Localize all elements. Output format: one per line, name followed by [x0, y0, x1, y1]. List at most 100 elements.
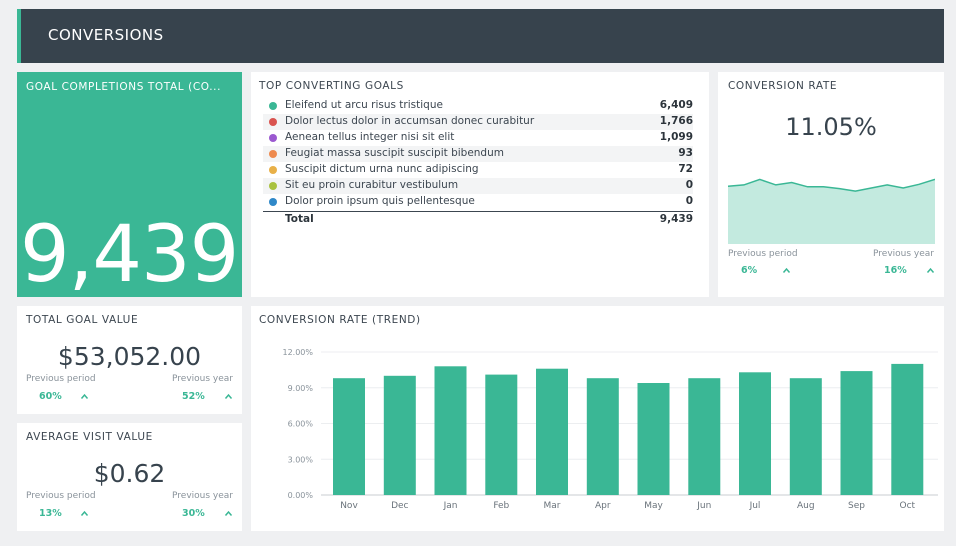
previous-year-pct: 30% — [182, 508, 205, 519]
previous-year-label: Previous year — [873, 249, 934, 259]
goal-row: Feugiat massa suscipit suscipit bibendum… — [263, 146, 693, 162]
bar-aug[interactable] — [789, 378, 822, 495]
goal-value: 0 — [685, 195, 693, 207]
total-goal-value-title: TOTAL GOAL VALUE — [26, 314, 139, 326]
top-goals-title: TOP CONVERTING GOALS — [259, 80, 404, 92]
average-visit-value-amount: $0.62 — [93, 459, 166, 488]
y-tick-label: 6.00% — [288, 420, 314, 429]
goal-value: 1,766 — [659, 115, 693, 127]
previous-year-label: Previous year — [172, 374, 233, 384]
goal-completions-value: 9,439 — [20, 210, 239, 297]
previous-period-label: Previous period — [26, 374, 96, 384]
bar-dec[interactable] — [383, 375, 416, 495]
goal-value: 0 — [685, 179, 693, 191]
bar-jun[interactable] — [688, 378, 721, 495]
goal-row: Eleifend ut arcu risus tristique 6,409 — [263, 98, 693, 114]
goal-row: Dolor lectus dolor in accumsan donec cur… — [263, 114, 693, 130]
trend-bar-chart: 0.00% 3.00% 6.00% 9.00% 12.00% Nov Dec Jan Feb Ma… — [282, 348, 938, 511]
arrow-up-icon — [926, 267, 935, 273]
goal-value: 93 — [678, 147, 693, 159]
sparkline-line — [728, 178, 935, 192]
x-tick-label: Mar — [544, 501, 561, 511]
total-goal-value-card: TOTAL GOAL VALUE $53,052.00 Previous per… — [17, 306, 242, 414]
previous-period-pct: 60% — [39, 391, 62, 402]
conversion-rate-trend-card: CONVERSION RATE (TREND) 0.00% 3.00% 6.00% 9… — [251, 306, 944, 531]
goal-row: Dolor proin ipsum quis pellentesque 0 — [263, 194, 693, 210]
x-tick-label: Apr — [595, 501, 611, 511]
x-tick-label: May — [644, 501, 663, 511]
previous-period-pct: 13% — [39, 508, 62, 519]
goal-label: Suscipit dictum urna nunc adipiscing — [285, 163, 479, 175]
previous-period-label: Previous period — [26, 491, 96, 501]
x-tick-label: Jan — [443, 501, 458, 511]
average-visit-value-card: AVERAGE VISIT VALUE $0.62 Previous perio… — [17, 423, 242, 531]
previous-period-pct: 6% — [741, 265, 758, 276]
goal-color-dot — [269, 182, 277, 190]
conversion-rate-title: CONVERSION RATE — [728, 80, 838, 92]
bar-oct[interactable] — [891, 363, 924, 495]
bar-mar[interactable] — [536, 368, 568, 495]
conversion-rate-sparkline — [728, 178, 935, 244]
arrow-up-icon — [80, 393, 89, 399]
sparkline-area — [728, 179, 935, 244]
x-tick-label: Sep — [848, 501, 865, 511]
arrow-up-icon — [782, 267, 791, 273]
goal-color-dot — [269, 166, 277, 174]
bar-jan[interactable] — [434, 366, 467, 495]
goal-color-dot — [269, 198, 277, 206]
arrow-up-icon — [224, 393, 233, 399]
goal-completions-title: GOAL COMPLETIONS TOTAL (CO... — [26, 81, 222, 93]
dashboard-header: CONVERSIONS — [17, 9, 944, 63]
goal-value: 72 — [678, 163, 693, 175]
x-tick-label: Nov — [340, 501, 358, 511]
goal-value: 1,099 — [659, 131, 693, 143]
bar-nov[interactable] — [333, 378, 365, 495]
conversion-rate-value: 11.05% — [785, 113, 877, 141]
goal-label: Sit eu proin curabitur vestibulum — [285, 179, 459, 191]
header-accent-bar — [17, 9, 21, 63]
bar-jul[interactable] — [739, 372, 771, 495]
average-visit-value-title: AVERAGE VISIT VALUE — [26, 431, 153, 443]
x-tick-label: Aug — [797, 501, 815, 511]
goal-color-dot — [269, 150, 277, 158]
conversion-rate-card: CONVERSION RATE 11.05% Previous period P… — [718, 72, 944, 297]
x-tick-label: Jul — [749, 501, 761, 511]
bar-sep[interactable] — [840, 371, 873, 495]
goals-total-value: 9,439 — [659, 213, 693, 225]
goals-total-label: Total — [285, 213, 314, 225]
goal-label: Feugiat massa suscipit suscipit bibendum — [285, 147, 504, 159]
bar-apr[interactable] — [586, 378, 619, 495]
arrow-up-icon — [80, 510, 89, 516]
top-goals-card: TOP CONVERTING GOALS Eleifend ut arcu ri… — [251, 72, 709, 297]
goal-label: Dolor proin ipsum quis pellentesque — [285, 195, 475, 207]
y-tick-label: 9.00% — [288, 384, 314, 393]
x-tick-label: Feb — [493, 501, 509, 511]
goal-row: Suscipit dictum urna nunc adipiscing 72 — [263, 162, 693, 178]
previous-period-label: Previous period — [728, 249, 798, 259]
goal-row: Aenean tellus integer nisi sit elit 1,09… — [263, 130, 693, 146]
goal-color-dot — [269, 118, 277, 126]
previous-year-pct: 16% — [884, 265, 907, 276]
goal-completions-card: GOAL COMPLETIONS TOTAL (CO... 9,439 — [17, 72, 242, 297]
previous-year-pct: 52% — [182, 391, 205, 402]
goals-total-row: Total 9,439 — [263, 211, 693, 228]
x-tick-label: Jun — [696, 501, 711, 511]
y-tick-label: 0.00% — [288, 491, 314, 500]
x-tick-label: Oct — [900, 501, 916, 511]
y-tick-label: 3.00% — [288, 455, 314, 464]
x-tick-label: Dec — [391, 501, 408, 511]
y-tick-label: 12.00% — [282, 348, 313, 357]
arrow-up-icon — [224, 510, 233, 516]
goal-label: Dolor lectus dolor in accumsan donec cur… — [285, 115, 535, 127]
goal-label: Eleifend ut arcu risus tristique — [285, 99, 443, 111]
total-goal-value-amount: $53,052.00 — [57, 342, 202, 371]
goal-value: 6,409 — [659, 99, 693, 111]
bar-feb[interactable] — [485, 374, 518, 495]
bar-may[interactable] — [637, 383, 670, 495]
goal-label: Aenean tellus integer nisi sit elit — [285, 131, 455, 143]
goal-color-dot — [269, 102, 277, 110]
trend-chart-title: CONVERSION RATE (TREND) — [259, 314, 421, 326]
goal-row: Sit eu proin curabitur vestibulum 0 — [263, 178, 693, 194]
previous-year-label: Previous year — [172, 491, 233, 501]
goal-color-dot — [269, 134, 277, 142]
